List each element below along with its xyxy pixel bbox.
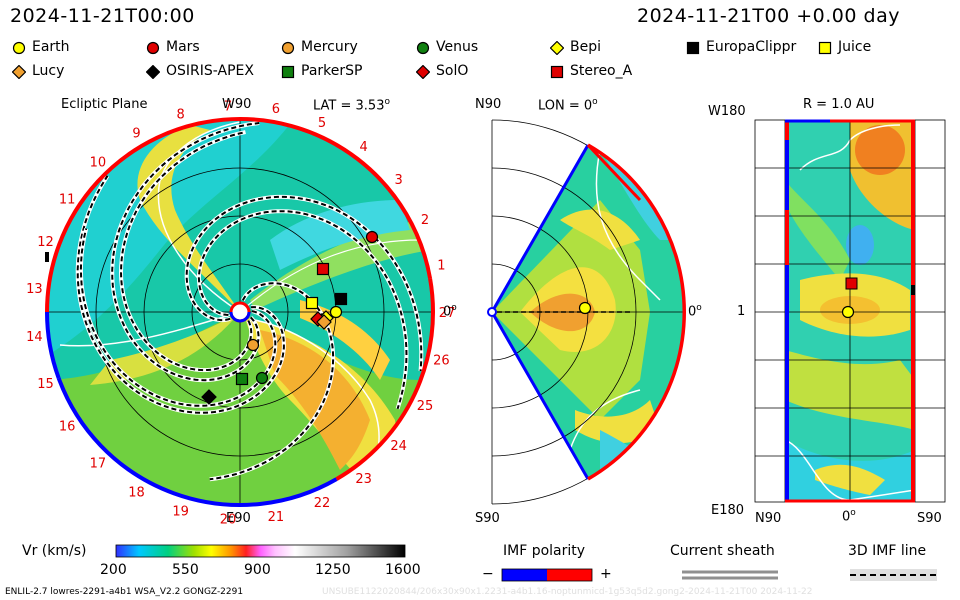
carrington-tick-label: 25 xyxy=(417,399,434,414)
imf-polarity-minus: − xyxy=(482,566,494,582)
carrington-tick-label: 2 xyxy=(421,213,429,228)
osiris-apex-marker xyxy=(201,389,217,405)
radial-panel xyxy=(754,119,946,503)
imf-polarity-label: IMF polarity xyxy=(503,543,586,559)
carrington-tick-label: 14 xyxy=(26,330,43,345)
earth-marker-radial xyxy=(841,305,855,319)
imf-polarity-plus: + xyxy=(600,566,612,582)
carrington-tick-label: 6 xyxy=(272,102,280,117)
mars-marker xyxy=(365,230,379,244)
carrington-tick-label: 21 xyxy=(268,510,285,525)
footer-right: UNSUBE1122020844/206x30x90x1.2231-a4b1.1… xyxy=(322,587,813,597)
carrington-tick-label: 27 xyxy=(439,306,456,321)
colorbar-tick: 1250 xyxy=(315,562,351,578)
carrington-tick-label: 7 xyxy=(224,99,232,114)
imf-polarity-bar xyxy=(501,568,593,582)
meridional-right-label: 0o xyxy=(688,303,702,320)
carrington-tick-label: 18 xyxy=(128,485,145,500)
earth-marker-meridional xyxy=(578,301,592,315)
earth-marker xyxy=(329,305,343,319)
radial-bottom-n: N90 xyxy=(755,511,782,526)
ecliptic-title: Ecliptic Plane xyxy=(61,97,148,112)
legend-label: Earth xyxy=(32,39,70,55)
ecliptic-bottom-label: E90 xyxy=(226,511,251,526)
legend-label: Mars xyxy=(166,39,200,55)
carrington-tick-label: 3 xyxy=(394,173,402,188)
lucy-marker xyxy=(316,314,332,330)
radial-r-label: R = 1.0 AU xyxy=(803,97,875,112)
meridional-panel xyxy=(487,119,686,505)
colorbar-tick: 1600 xyxy=(385,562,421,578)
colorbar-tick: 550 xyxy=(172,562,199,578)
carrington-tick-label: 13 xyxy=(26,282,43,297)
carrington-tick-label: 9 xyxy=(132,127,140,142)
legend-label: ParkerSP xyxy=(301,63,363,79)
juice-marker xyxy=(305,296,319,310)
carrington-tick-label: 24 xyxy=(390,439,407,454)
legend-label: Mercury xyxy=(301,39,358,55)
meridional-bottom-label: S90 xyxy=(475,511,500,526)
ecliptic-right-label: 0o xyxy=(443,303,457,320)
radial-bottom-s: S90 xyxy=(917,511,942,526)
radial-mid-left: 1 xyxy=(737,304,746,319)
radial-bottom-left: E180 xyxy=(711,503,745,518)
carrington-tick-label: 12 xyxy=(37,235,54,250)
legend-label: Juice xyxy=(838,39,872,55)
date-left: 2024-11-21T00:00 xyxy=(10,5,195,27)
colorbar-tick: 900 xyxy=(244,562,271,578)
carrington-tick-label: 1 xyxy=(437,258,445,273)
mercury-marker xyxy=(246,338,260,352)
current-sheath-swatch xyxy=(682,570,778,580)
legend-label: SolO xyxy=(436,63,469,79)
radial-top-left: W180 xyxy=(708,104,746,119)
date-right: 2024-11-21T00 +0.00 day xyxy=(637,5,900,27)
parker-sp-marker xyxy=(235,372,249,386)
carrington-tick-label: 5 xyxy=(318,116,326,131)
carrington-tick-label: 22 xyxy=(314,496,331,511)
legend-label: Lucy xyxy=(32,63,65,79)
colorbar-tick: 200 xyxy=(100,562,127,578)
imf-line-swatch xyxy=(850,569,937,581)
imf-line-label: 3D IMF line xyxy=(848,543,927,559)
stereo-a-marker-radial xyxy=(845,277,858,290)
legend-label: Stereo_A xyxy=(570,63,633,79)
carrington-tick-label: 8 xyxy=(176,108,184,123)
carrington-tick-label: 15 xyxy=(37,377,54,392)
meridional-top-label: N90 xyxy=(475,97,502,112)
venus-marker xyxy=(255,371,269,385)
carrington-tick-label: 26 xyxy=(433,354,450,369)
radial-bottom-mid: 0o xyxy=(842,508,856,525)
legend-label: OSIRIS-APEX xyxy=(166,63,254,79)
stereo-a-marker xyxy=(316,262,330,276)
colorbar xyxy=(115,544,406,558)
legend-label: EuropaClippr xyxy=(706,39,797,55)
legend-label: Bepi xyxy=(570,39,601,55)
carrington-tick-label: 17 xyxy=(90,457,107,472)
current-sheath-label: Current sheath xyxy=(670,543,775,559)
legend-label: Venus xyxy=(436,39,479,55)
carrington-tick-label: 10 xyxy=(90,155,107,170)
colorbar-label: Vr (km/s) xyxy=(22,543,87,559)
carrington-tick-label: 4 xyxy=(359,140,367,155)
carrington-tick-label: 19 xyxy=(172,504,189,519)
europa-clipper-marker xyxy=(334,292,348,306)
footer-left: ENLIL-2.7 lowres-2291-a4b1 WSA_V2.2 GONG… xyxy=(5,587,244,597)
carrington-tick-label: 16 xyxy=(59,420,76,435)
carrington-tick-label: 23 xyxy=(355,472,372,487)
meridional-lon-label: LON = 0o xyxy=(538,97,598,114)
carrington-tick-label: 11 xyxy=(59,192,76,207)
ecliptic-top-label: W90 xyxy=(222,97,252,112)
carrington-tick-label: 20 xyxy=(220,513,237,528)
ecliptic-lat-label: LAT = 3.53o xyxy=(313,97,390,114)
